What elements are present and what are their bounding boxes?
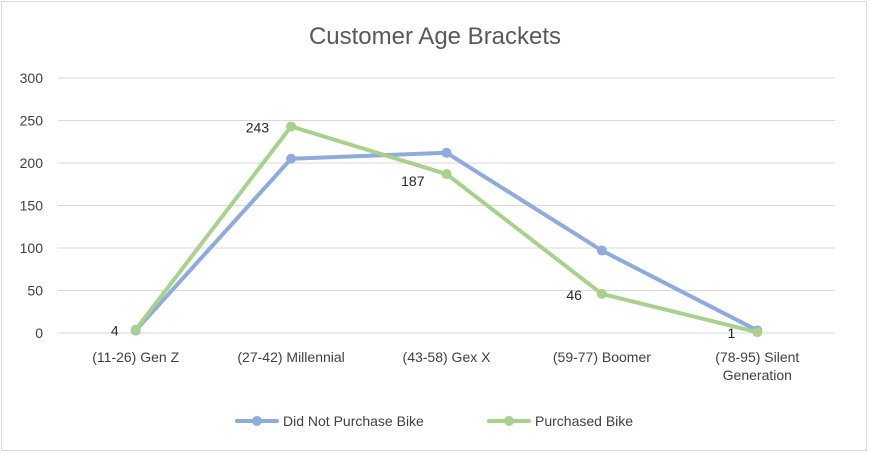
x-category-label: (27-42) Millennial	[237, 349, 344, 365]
y-tick-label: 250	[20, 113, 44, 129]
series-lines	[130, 121, 763, 338]
data-labels: 4 243 187 46 1	[111, 119, 736, 341]
series-line-0	[133, 150, 760, 333]
grid-lines	[58, 77, 835, 334]
y-axis-ticks: 0 50 100 150 200 250 300	[20, 70, 44, 341]
x-category-label: (11-26) Gen Z	[92, 349, 179, 365]
x-category-line: (78-95) Silent	[715, 349, 799, 365]
x-category-line: (27-42) Millennial	[237, 349, 344, 365]
data-point	[130, 324, 141, 335]
data-point	[286, 153, 297, 164]
data-point	[752, 327, 763, 338]
legend: Did Not Purchase Bike Purchased Bike	[235, 413, 633, 429]
y-tick-label: 50	[27, 283, 43, 299]
x-category-line: (43-58) Gex X	[403, 349, 492, 365]
y-tick-label: 0	[35, 325, 43, 341]
y-tick-label: 300	[20, 70, 44, 86]
data-label: 243	[246, 119, 270, 135]
x-category-line: Generation	[723, 367, 792, 383]
y-tick-label: 150	[20, 198, 44, 214]
data-label: 46	[566, 287, 582, 303]
x-category-line: (11-26) Gen Z	[92, 349, 179, 365]
data-point	[286, 121, 297, 132]
x-category-label: (59-77) Boomer	[553, 349, 651, 365]
y-tick-label: 200	[20, 155, 44, 171]
legend-label: Did Not Purchase Bike	[283, 413, 424, 429]
data-label: 4	[111, 323, 119, 339]
x-category-label: (78-95) Silent Generation	[715, 349, 799, 383]
data-label: 187	[401, 173, 425, 189]
data-label: 1	[728, 325, 736, 341]
data-point	[441, 147, 452, 158]
y-tick-label: 100	[20, 240, 44, 256]
data-point	[596, 288, 607, 299]
x-axis-categories: (11-26) Gen Z (27-42) Millennial (43-58) G…	[92, 349, 799, 383]
data-point	[441, 169, 452, 180]
x-category-line: (59-77) Boomer	[553, 349, 651, 365]
legend-label: Purchased Bike	[535, 413, 633, 429]
chart-title: Customer Age Brackets	[309, 23, 561, 50]
legend-swatch-marker	[252, 416, 262, 426]
data-point	[596, 245, 607, 256]
legend-swatch-marker	[504, 416, 514, 426]
x-category-label: (43-58) Gex X	[403, 349, 492, 365]
